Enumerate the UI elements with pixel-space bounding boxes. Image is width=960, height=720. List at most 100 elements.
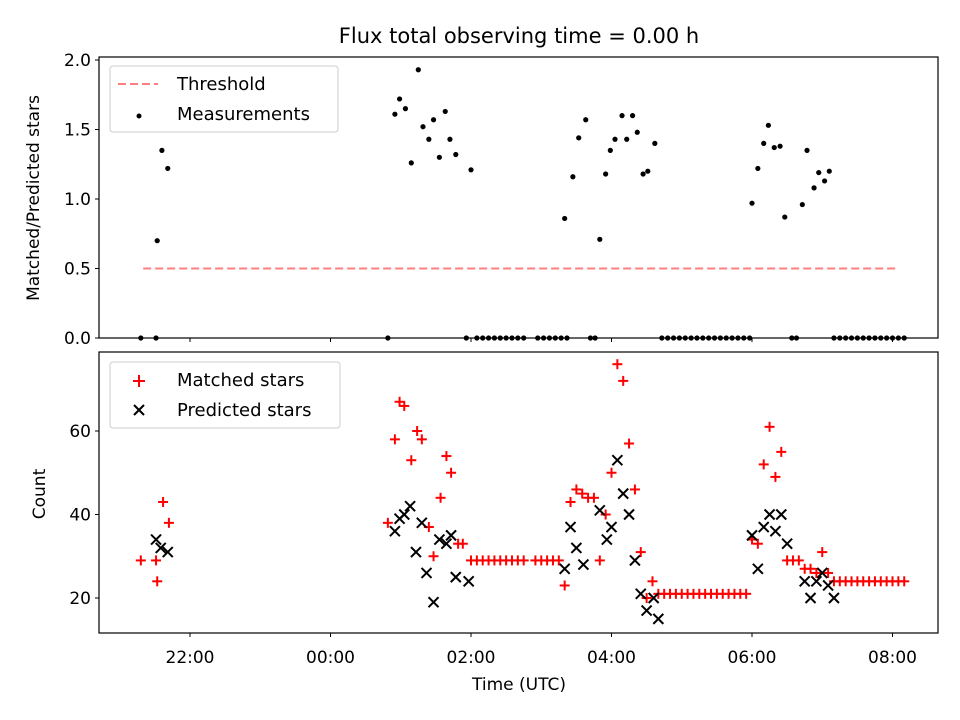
matched-point bbox=[624, 438, 635, 449]
matched-point bbox=[823, 567, 834, 578]
top-axes-frame bbox=[98, 56, 939, 339]
measurement-point bbox=[426, 136, 432, 142]
matched-point bbox=[618, 375, 629, 386]
matched-point bbox=[817, 547, 828, 558]
bottom-data-marks bbox=[135, 359, 910, 625]
predicted-point bbox=[640, 604, 653, 617]
top-legend-box bbox=[109, 65, 339, 133]
measurement-point bbox=[447, 136, 453, 142]
legend-matched-label: Matched stars bbox=[177, 370, 304, 391]
predicted-point bbox=[570, 542, 583, 554]
measurement-point bbox=[436, 154, 442, 160]
measurement-point bbox=[816, 169, 822, 176]
predicted-point bbox=[420, 567, 433, 579]
measurement-point bbox=[607, 147, 613, 153]
predicted-point bbox=[433, 533, 446, 546]
predicted-point bbox=[462, 575, 475, 588]
matched-point bbox=[770, 471, 781, 482]
measurement-point bbox=[755, 165, 761, 172]
legend-measurements-swatch bbox=[136, 113, 142, 119]
predicted-point bbox=[822, 579, 834, 592]
matched-point bbox=[553, 555, 564, 566]
measurement-point bbox=[402, 106, 409, 112]
legend-matched-swatch bbox=[133, 375, 145, 387]
predicted-point bbox=[594, 504, 606, 517]
measurement-point bbox=[629, 113, 636, 119]
matched-point bbox=[594, 555, 605, 566]
predicted-point bbox=[798, 575, 811, 588]
measurement-point bbox=[624, 136, 630, 142]
predicted-point bbox=[617, 487, 629, 500]
top-panel: 0.00.51.01.52.0 Matched/Predicted stars … bbox=[24, 51, 939, 349]
measurement-point bbox=[570, 174, 576, 180]
legend-threshold-label: Threshold bbox=[176, 74, 266, 95]
matched-point bbox=[151, 555, 162, 566]
measurement-point bbox=[799, 201, 805, 208]
measurement-point bbox=[154, 238, 160, 244]
predicted-point bbox=[162, 546, 174, 558]
predicted-point bbox=[629, 554, 641, 567]
bottom-legend-box bbox=[109, 361, 341, 429]
matched-point bbox=[635, 547, 646, 558]
predicted-point bbox=[155, 542, 167, 554]
top-y-tick-label: 1.0 bbox=[64, 190, 91, 210]
matched-point bbox=[641, 593, 652, 603]
matched-point bbox=[435, 492, 446, 503]
x-axis-label: Time (UTC) bbox=[471, 675, 566, 695]
predicted-point bbox=[611, 454, 624, 466]
matched-point bbox=[382, 517, 393, 528]
matched-point bbox=[600, 509, 611, 520]
predicted-point bbox=[623, 508, 635, 521]
measurement-point bbox=[811, 185, 817, 191]
measurement-point bbox=[640, 171, 646, 177]
top-legend: Threshold Measurements bbox=[109, 65, 339, 133]
matched-point bbox=[776, 446, 787, 457]
measurement-point bbox=[415, 67, 421, 73]
bottom-y-ticks: 20 40 60 bbox=[69, 422, 99, 609]
matched-point bbox=[389, 434, 400, 445]
predicted-point bbox=[398, 508, 410, 521]
measurement-point bbox=[562, 215, 568, 222]
matched-point bbox=[135, 555, 146, 566]
measurement-point bbox=[782, 214, 788, 220]
measurement-point bbox=[645, 168, 651, 174]
bottom-y-tick-label: 20 bbox=[69, 589, 91, 609]
predicted-point bbox=[752, 563, 764, 575]
predicted-point bbox=[746, 529, 758, 542]
bottom-y-tick-label: 60 bbox=[69, 422, 91, 442]
measurement-point bbox=[826, 168, 832, 174]
predicted-point bbox=[605, 521, 618, 533]
matched-point bbox=[741, 588, 752, 599]
measurement-point bbox=[652, 140, 658, 146]
bottom-x-tick-label: 04:00 bbox=[587, 648, 636, 668]
matched-point bbox=[811, 567, 822, 578]
matched-point bbox=[428, 551, 439, 562]
measurement-point bbox=[583, 117, 589, 123]
chart-title: Flux total observing time = 0.00 h bbox=[339, 24, 699, 48]
measurement-point bbox=[408, 160, 414, 166]
predicted-point bbox=[816, 567, 828, 579]
predicted-point bbox=[601, 533, 613, 546]
measurement-point bbox=[392, 111, 398, 117]
measurement-point bbox=[804, 147, 810, 153]
matched-point bbox=[457, 538, 468, 549]
predicted-point bbox=[445, 529, 457, 542]
legend-predicted-swatch bbox=[133, 404, 145, 416]
bottom-y-tick-label: 40 bbox=[69, 506, 91, 526]
predicted-point bbox=[635, 588, 647, 600]
measurement-point bbox=[634, 129, 640, 135]
matched-point bbox=[588, 492, 599, 503]
top-data-marks bbox=[138, 67, 907, 341]
measurement-point bbox=[761, 140, 767, 146]
predicted-point bbox=[427, 596, 440, 608]
matched-point bbox=[606, 467, 617, 478]
measurement-point bbox=[597, 236, 603, 242]
predicted-point bbox=[577, 558, 590, 571]
measurement-point bbox=[430, 117, 437, 123]
matched-point bbox=[899, 576, 910, 587]
predicted-point bbox=[647, 592, 660, 604]
predicted-point bbox=[810, 575, 823, 588]
matched-point bbox=[446, 467, 457, 478]
matched-point bbox=[647, 576, 658, 587]
